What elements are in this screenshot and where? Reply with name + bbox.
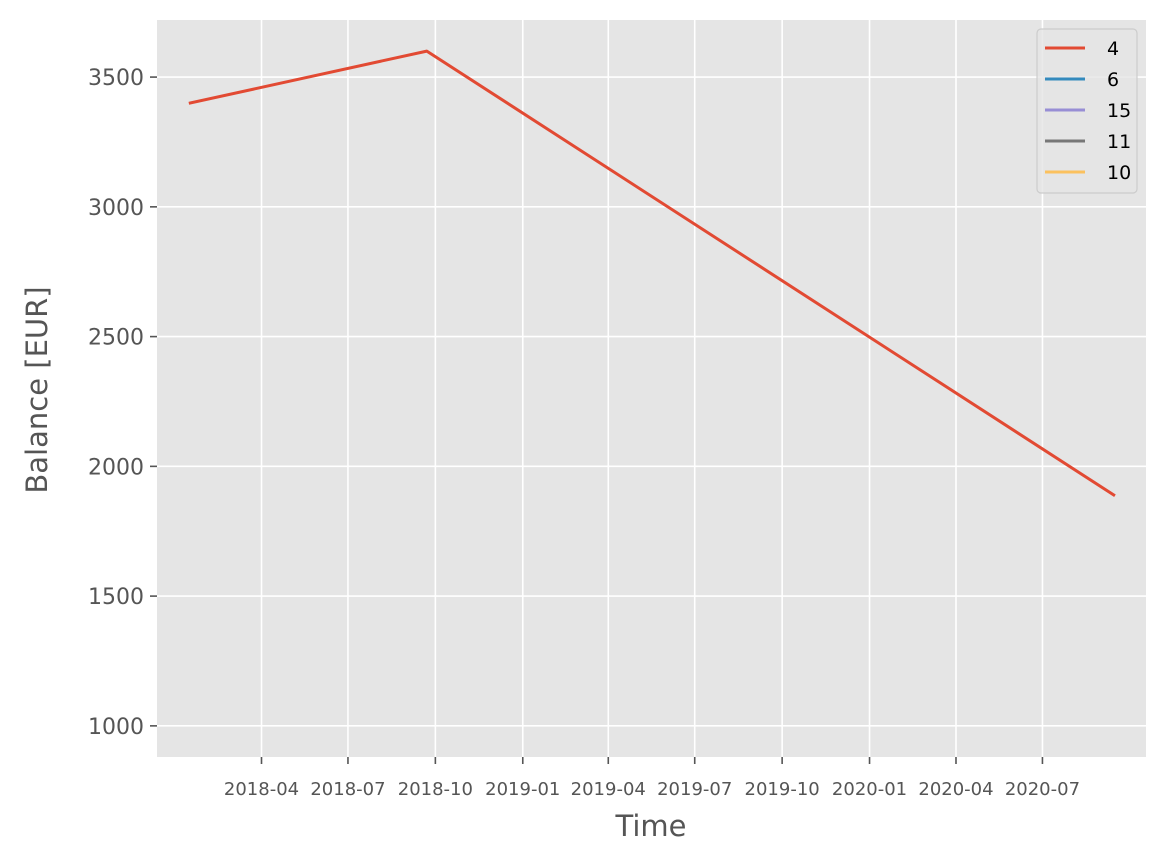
x-axis-ticks: 2018-04 2018-07 2018-10 2019-01 2019-04 2019-… — [224, 757, 1080, 800]
x-tick-label: 2019-04 — [571, 779, 646, 800]
legend-label: 11 — [1107, 131, 1131, 153]
x-tick-label: 2018-10 — [398, 779, 473, 800]
legend-label: 10 — [1107, 162, 1131, 184]
x-axis-label: Time — [615, 809, 687, 843]
x-tick-label: 2019-07 — [657, 779, 732, 800]
legend: 4 6 15 11 10 — [1036, 28, 1138, 194]
grid-lines — [157, 20, 1146, 757]
y-tick-label: 1500 — [88, 585, 144, 610]
legend-box — [1036, 28, 1138, 194]
legend-label: 15 — [1107, 100, 1131, 122]
plot-background — [157, 20, 1146, 757]
y-tick-label: 2500 — [88, 326, 144, 351]
x-tick-label: 2020-01 — [832, 779, 907, 800]
series-line-4 — [188, 49, 1116, 497]
x-tick-label: 2019-01 — [485, 779, 560, 800]
y-tick-label: 3500 — [88, 66, 144, 91]
y-tick-label: 3000 — [88, 196, 144, 221]
legend-label: 4 — [1107, 38, 1119, 60]
legend-label: 6 — [1107, 69, 1119, 91]
x-tick-label: 2018-07 — [310, 779, 385, 800]
y-axis-label: Balance [EUR] — [20, 286, 54, 493]
x-tick-label: 2019-10 — [745, 779, 820, 800]
y-tick-label: 1000 — [88, 715, 144, 740]
x-tick-label: 2020-04 — [918, 779, 993, 800]
series-layer — [188, 49, 1116, 497]
x-tick-label: 2018-04 — [224, 779, 299, 800]
x-tick-label: 2020-07 — [1005, 779, 1080, 800]
y-tick-label: 2000 — [88, 455, 144, 480]
y-axis-ticks: 1000 1500 2000 2500 3000 3500 — [88, 66, 157, 740]
